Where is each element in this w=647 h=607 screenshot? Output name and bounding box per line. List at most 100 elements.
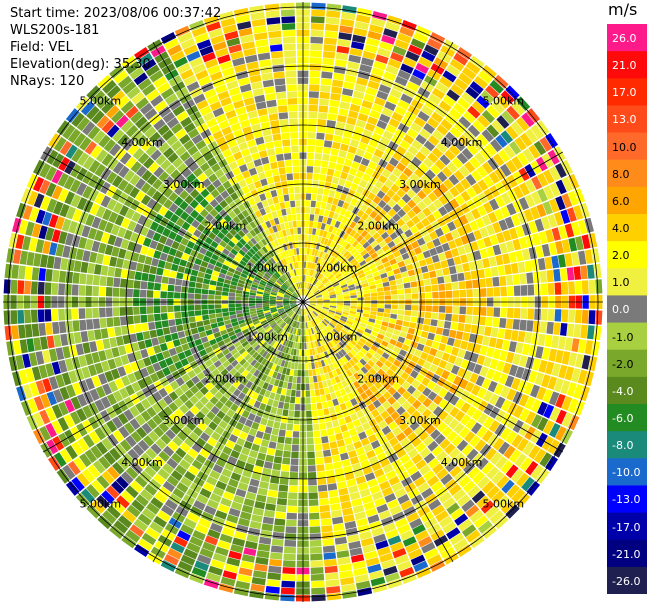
range-gate	[153, 473, 166, 486]
range-gate	[344, 472, 355, 481]
range-gate	[299, 308, 302, 315]
range-gate	[369, 385, 378, 394]
range-gate	[245, 372, 253, 381]
range-gate	[12, 249, 22, 264]
range-gate	[371, 186, 380, 195]
range-gate	[286, 318, 292, 324]
range-gate	[168, 402, 179, 412]
range-gate	[296, 321, 300, 329]
range-gate	[233, 495, 245, 504]
range-gate	[454, 513, 469, 526]
range-gate	[130, 232, 139, 243]
range-gate	[197, 421, 208, 432]
range-gate	[405, 50, 420, 62]
range-gate	[119, 205, 129, 217]
range-gate	[422, 324, 430, 332]
range-gate	[177, 430, 188, 442]
range-gate	[364, 270, 372, 276]
range-gate	[351, 325, 358, 331]
radar-ray	[309, 159, 573, 299]
range-gate	[169, 325, 177, 334]
range-gate	[355, 170, 365, 179]
range-gate	[312, 287, 318, 293]
range-gate	[316, 222, 322, 229]
range-gate	[112, 161, 125, 175]
range-gate	[357, 218, 365, 227]
range-gate	[333, 72, 345, 81]
range-gate	[281, 464, 290, 472]
range-gate	[341, 583, 356, 593]
range-gate	[206, 499, 219, 510]
range-gate	[397, 494, 410, 505]
range-gate	[389, 505, 402, 516]
range-gate	[276, 328, 283, 334]
range-gate	[202, 283, 210, 290]
range-gate	[272, 286, 279, 291]
range-gate	[270, 356, 277, 363]
range-gate	[551, 227, 561, 241]
range-gate	[270, 309, 278, 314]
range-gate	[118, 426, 130, 439]
range-gate	[531, 332, 539, 345]
range-gate	[351, 356, 359, 364]
range-gate	[316, 297, 323, 300]
range-gate	[561, 193, 573, 208]
range-gate	[471, 183, 483, 195]
range-gate	[283, 305, 290, 308]
range-gate	[184, 267, 192, 275]
range-gate	[364, 328, 372, 334]
range-gate	[316, 375, 322, 382]
range-gate	[91, 240, 101, 253]
range-gate	[349, 367, 357, 375]
range-gate	[505, 430, 518, 445]
range-gate	[226, 514, 239, 524]
range-gate	[424, 311, 432, 319]
range-gate	[392, 391, 402, 401]
range-gate	[595, 310, 603, 325]
range-gate	[426, 213, 437, 224]
range-gate	[15, 354, 25, 370]
range-gate	[352, 504, 365, 514]
range-gate	[18, 324, 26, 339]
range-gate	[353, 380, 361, 389]
range-gate	[247, 260, 255, 268]
range-gate	[399, 247, 407, 255]
range-gate	[420, 419, 431, 430]
range-gate	[282, 315, 289, 321]
range-gate	[495, 134, 508, 148]
range-gate	[413, 349, 423, 358]
range-gate	[448, 447, 461, 460]
range-gate	[295, 307, 300, 314]
range-gate	[196, 344, 205, 352]
range-gate	[478, 278, 486, 288]
range-gate	[526, 320, 534, 332]
range-gate	[546, 269, 554, 283]
range-gate	[272, 324, 279, 330]
range-gate	[297, 342, 300, 350]
range-gate	[35, 380, 46, 395]
range-gate	[370, 292, 378, 297]
range-gate	[438, 235, 448, 245]
range-gate	[245, 320, 253, 326]
range-gate	[293, 424, 300, 431]
range-gate	[94, 427, 106, 441]
range-gate	[173, 397, 184, 408]
range-gate	[211, 253, 219, 261]
range-gate	[235, 422, 244, 431]
range-gate	[260, 474, 271, 483]
range-gate	[533, 140, 547, 156]
range-gate	[276, 504, 287, 513]
range-gate	[353, 154, 363, 164]
range-gate	[317, 187, 324, 195]
range-gate	[164, 334, 173, 343]
range-gate	[336, 323, 344, 329]
range-gate	[467, 361, 476, 372]
range-gate	[509, 141, 522, 155]
range-gate	[137, 214, 147, 226]
range-gate	[304, 308, 307, 315]
range-gate	[338, 341, 345, 349]
range-gate	[395, 278, 403, 285]
range-gate	[263, 461, 273, 469]
range-gate	[492, 437, 505, 451]
range-gate	[370, 576, 386, 587]
